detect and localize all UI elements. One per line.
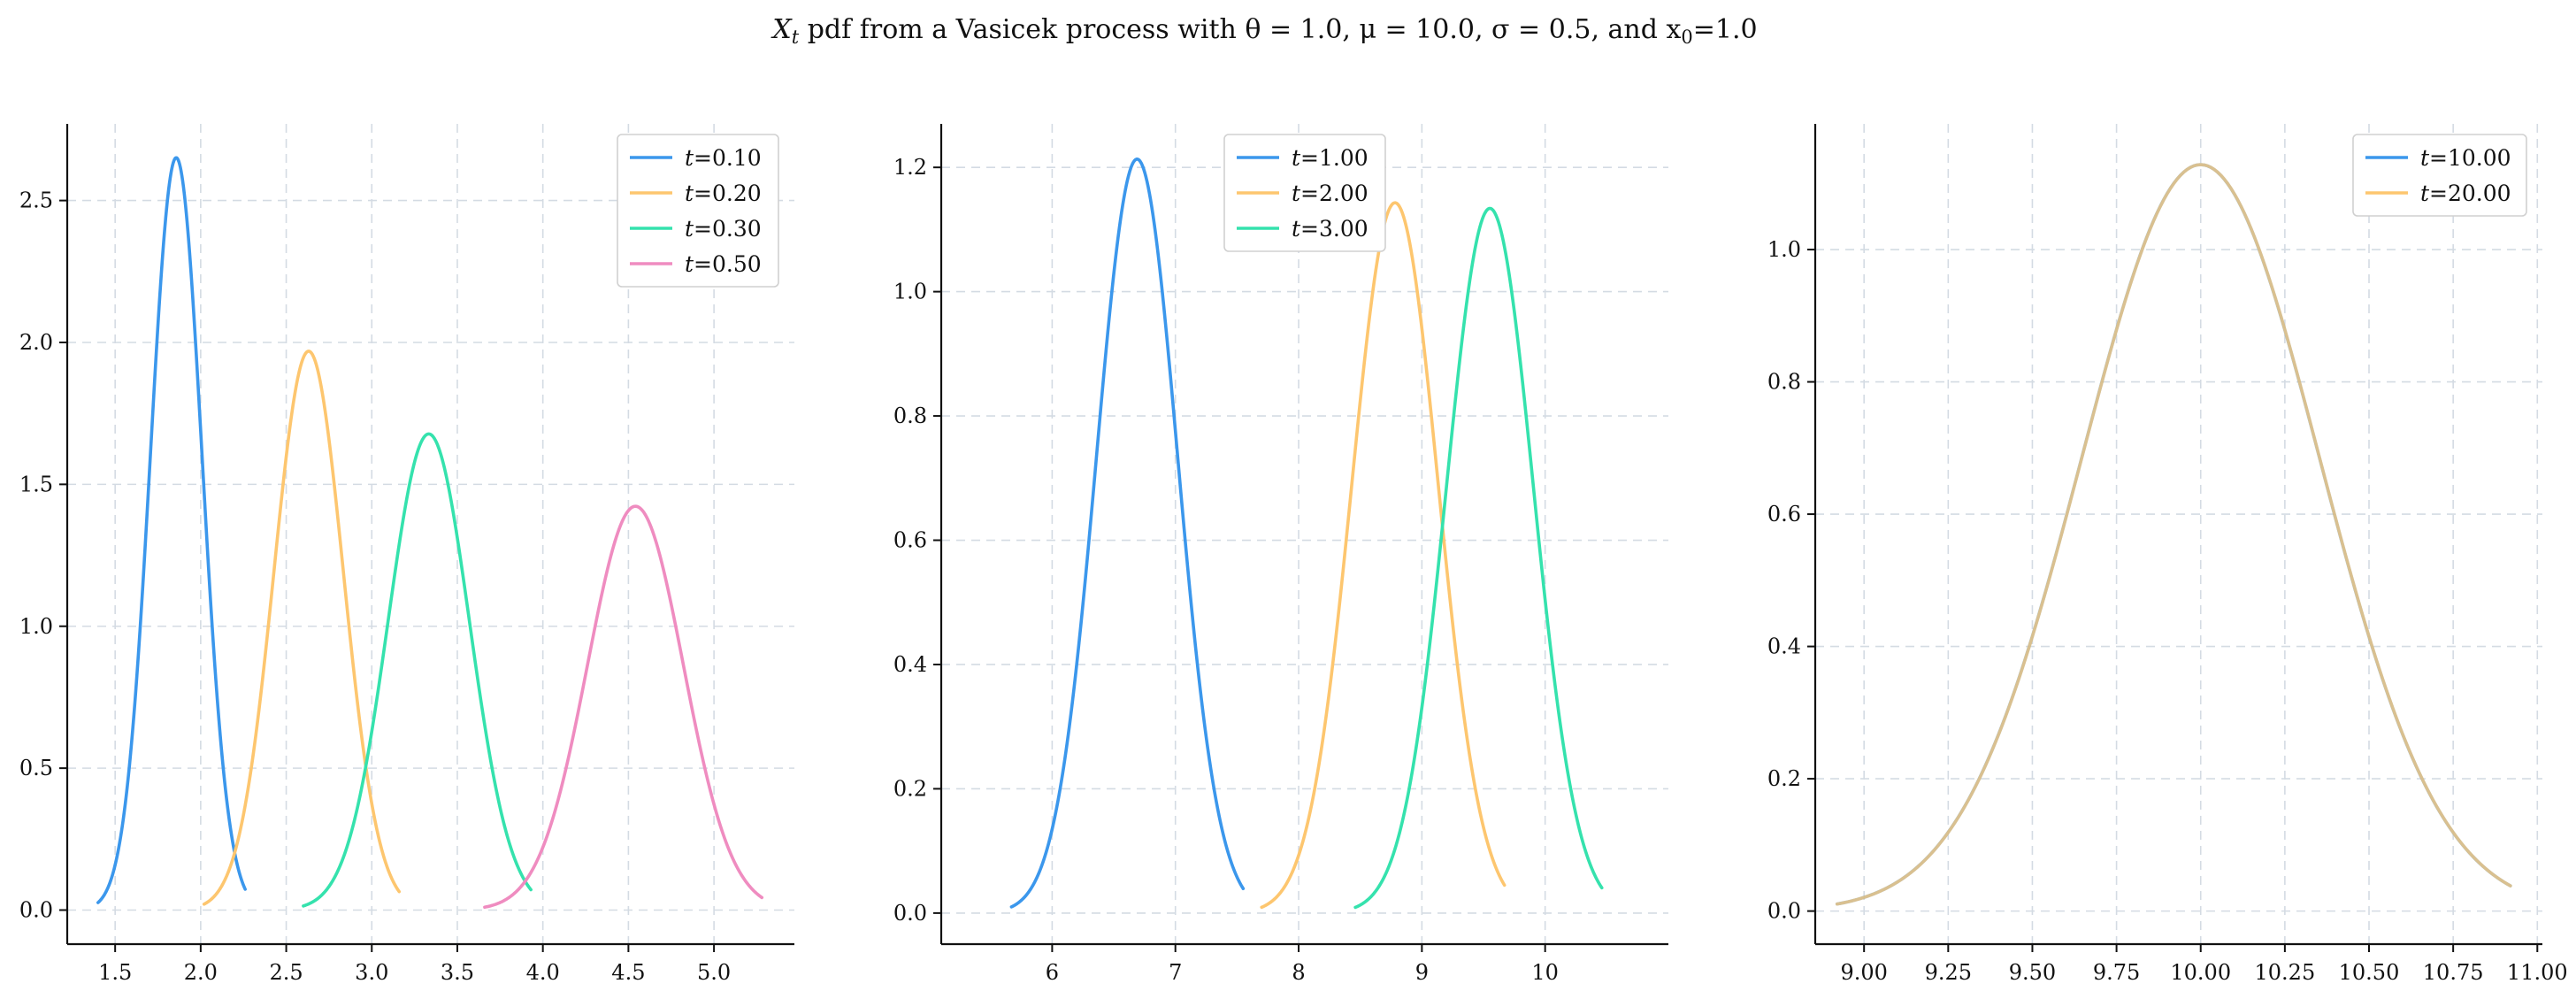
x-tick-label: 9.25 <box>1925 960 1972 985</box>
y-ticks: 0.0 0.2 0.4 0.6 0.8 1.0 1.2 <box>893 155 941 926</box>
series-line-1 <box>1835 163 2512 906</box>
x-tick-label: 9.75 <box>2093 960 2140 985</box>
x-ticks: 9.00 9.25 9.50 9.75 10.00 10.25 10.50 10.75 11.0… <box>1840 944 2568 985</box>
series-line-1 <box>96 156 247 904</box>
y-tick-label: 1.0 <box>19 614 53 639</box>
title-x-subscript: t <box>792 27 800 48</box>
y-tick-label: 1.0 <box>1767 237 1801 262</box>
legend-label: t=0.10 <box>685 145 762 171</box>
y-tick-label: 0.2 <box>893 776 927 801</box>
series-lines <box>1835 163 2512 906</box>
subplot-1: 1.5 2.0 2.5 3.0 3.5 4.0 4.5 5.0 0.0 0.5 1.0 1.5 2.0 2… <box>19 124 794 985</box>
y-tick-label: 0.0 <box>893 901 927 926</box>
legend-label: t=0.30 <box>685 216 762 242</box>
y-tick-label: 0.0 <box>19 898 53 923</box>
y-tick-label: 0.8 <box>893 403 927 428</box>
grid <box>941 124 1668 944</box>
x-tick-label: 10.25 <box>2255 960 2316 985</box>
x-tick-label: 1.5 <box>98 960 132 985</box>
series-line-3 <box>302 432 533 908</box>
series-line-2 <box>1835 163 2512 906</box>
y-ticks: 0.0 0.2 0.4 0.6 0.8 1.0 <box>1767 237 1815 924</box>
y-tick-label: 2.5 <box>19 188 53 213</box>
x-tick-label: 10.00 <box>2170 960 2231 985</box>
y-tick-label: 1.2 <box>893 155 927 180</box>
series-line-1 <box>1009 158 1246 909</box>
series-lines <box>96 156 764 910</box>
y-tick-label: 0.0 <box>1767 899 1801 924</box>
x-tick-label: 10.50 <box>2339 960 2400 985</box>
y-tick-label: 0.5 <box>19 756 53 780</box>
legend: t=1.00 t=2.00 t=3.00 <box>1223 134 1386 252</box>
legend-label: t=20.00 <box>2420 181 2511 206</box>
x-tick-label: 10 <box>1531 960 1559 985</box>
legend-label: t=1.00 <box>1292 145 1368 171</box>
subplot-2: 6 7 8 9 100.00.20.40.60.81.01.2 t=1.00t=2.00t… <box>893 124 1668 985</box>
y-tick-label: 0.6 <box>893 528 927 553</box>
title-middle: pdf from a Vasicek process with θ = 1.0,… <box>799 14 1681 45</box>
series-line-3 <box>1353 206 1604 910</box>
y-tick-label: 0.4 <box>893 652 927 677</box>
title-end: =1.0 <box>1693 14 1758 45</box>
figure-title: Xt pdf from a Vasicek process with θ = 1… <box>770 14 1757 48</box>
x-tick-label: 9.50 <box>2009 960 2056 985</box>
legend: t=0.10 t=0.20 t=0.30 t=0.50 <box>617 134 779 288</box>
y-tick-label: 2.0 <box>19 330 53 355</box>
legend: t=10.00 t=20.00 <box>2352 134 2527 217</box>
legend-label: t=10.00 <box>2420 145 2511 171</box>
x-tick-label: 4.0 <box>526 960 560 985</box>
grid <box>67 124 794 944</box>
x-tick-label: 2.0 <box>184 960 218 985</box>
x-tick-label: 9 <box>1415 960 1429 985</box>
y-tick-label: 0.6 <box>1767 502 1801 526</box>
y-tick-label: 1.5 <box>19 472 53 496</box>
x-tick-label: 2.5 <box>269 960 303 985</box>
subplot-3: 9.00 9.25 9.50 9.75 10.00 10.25 10.50 10.75 11.0… <box>1767 124 2568 985</box>
legend-label: t=3.00 <box>1292 216 1368 242</box>
y-tick-label: 0.8 <box>1767 370 1801 395</box>
x-tick-label: 8 <box>1292 960 1305 985</box>
legend-label: t=0.20 <box>685 181 762 206</box>
series-lines <box>1009 158 1604 910</box>
x-tick-label: 4.5 <box>611 960 645 985</box>
legend-frame <box>617 134 779 288</box>
y-tick-label: 1.0 <box>893 280 927 304</box>
subplots: 1.5 2.0 2.5 3.0 3.5 4.0 4.5 5.0 0.0 0.5 1.0 1.5 2.0 2… <box>19 124 2568 985</box>
x-tick-label: 9.00 <box>1840 960 1887 985</box>
x-tick-label: 3.0 <box>355 960 388 985</box>
y-tick-label: 0.2 <box>1767 766 1801 791</box>
x-ticks: 6 7 8 9 10 <box>1046 944 1559 985</box>
x-tick-label: 7 <box>1169 960 1182 985</box>
legend-frame <box>2352 134 2527 217</box>
grid <box>1815 124 2542 944</box>
series-line-4 <box>483 504 764 910</box>
x-tick-label: 3.5 <box>441 960 474 985</box>
title-x0-subscript: 0 <box>1681 27 1692 48</box>
series-line-2 <box>202 350 402 906</box>
legend-frame <box>1223 134 1386 252</box>
legend-label: t=2.00 <box>1292 181 1368 206</box>
y-ticks: 0.0 0.5 1.0 1.5 2.0 2.5 <box>19 188 67 923</box>
x-tick-label: 5.0 <box>697 960 731 985</box>
x-ticks: 1.5 2.0 2.5 3.0 3.5 4.0 4.5 5.0 <box>98 944 731 985</box>
x-tick-label: 10.75 <box>2423 960 2484 985</box>
x-tick-label: 6 <box>1046 960 1059 985</box>
legend-label: t=0.50 <box>685 251 762 277</box>
x-tick-label: 11.00 <box>2507 960 2568 985</box>
title-x: X <box>770 14 793 45</box>
y-tick-label: 0.4 <box>1767 634 1801 659</box>
